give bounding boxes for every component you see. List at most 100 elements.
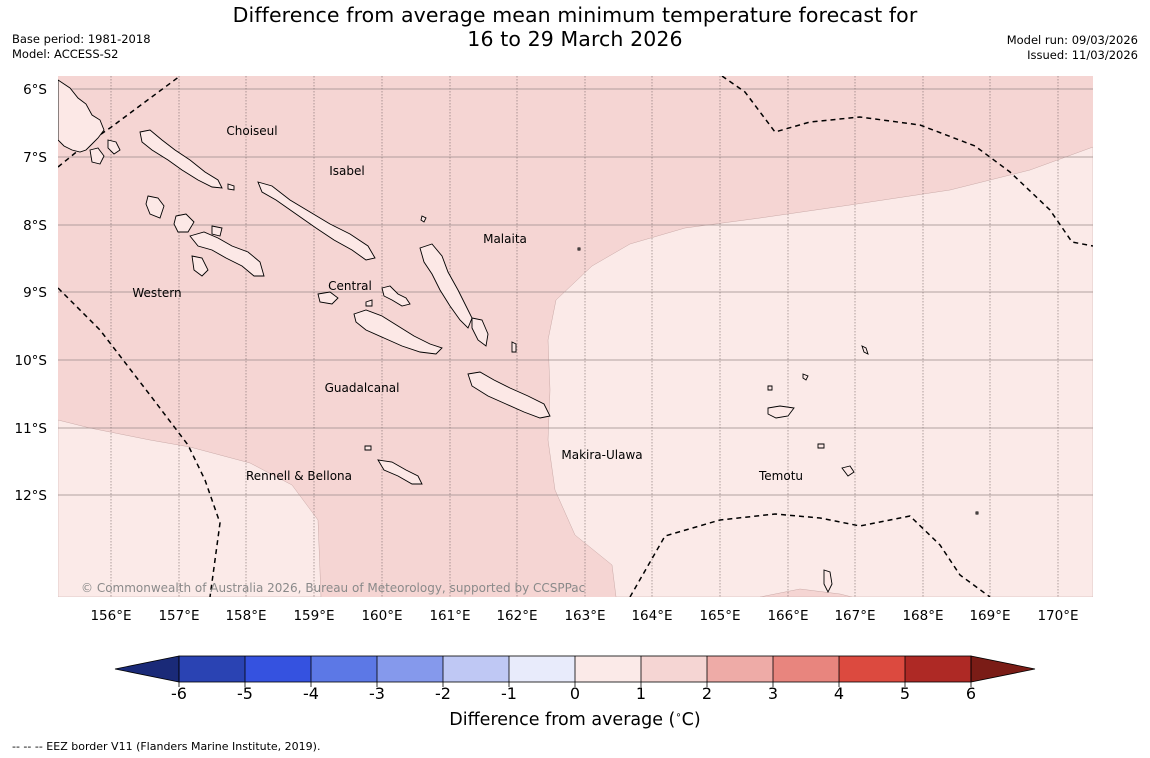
colorbar-tick-label: -3 — [369, 684, 385, 703]
duff-islands — [861, 345, 869, 355]
anomaly-region-0-1-southwest — [58, 419, 322, 597]
lat-label: 8°S — [23, 218, 47, 234]
lon-label: 159°E — [293, 608, 334, 624]
colorbar-tick-label: -5 — [237, 684, 253, 703]
colorbar-swatch — [443, 656, 509, 682]
east-islet — [577, 247, 581, 251]
colorbar-extend-max — [970, 655, 1036, 683]
lon-label: 168°E — [902, 608, 943, 624]
province-label-guadalcanal: Guadalcanal — [325, 381, 400, 395]
vanuatu-islet — [823, 569, 833, 594]
lat-label: 7°S — [23, 150, 47, 166]
anomaly-region-1-2-south — [759, 588, 853, 597]
lat-gridlines — [58, 88, 1093, 496]
colorbar-swatch — [575, 656, 641, 682]
temotu-islet-1 — [802, 373, 809, 381]
copyright-text: © Commonwealth of Australia 2026, Bureau… — [81, 581, 585, 595]
province-label-central: Central — [328, 279, 372, 293]
eez-footnote: -- -- -- EEZ border V11 (Flanders Marine… — [12, 740, 321, 753]
province-label-rennell-bellona: Rennell & Bellona — [246, 469, 352, 483]
colorbar-title-unit: C) — [681, 710, 701, 730]
colorbar-extend-min — [114, 655, 180, 683]
russell-islands — [317, 291, 339, 305]
colorbar-tick-label: 2 — [702, 684, 712, 703]
colorbar-ticks: -6 -5 -4 -3 -2 -1 0 1 2 3 4 5 6 — [171, 684, 976, 703]
model-run: Model run: 09/03/2026 — [1006, 33, 1138, 47]
savo-island — [365, 299, 373, 307]
colorbar-tick-label: -4 — [303, 684, 319, 703]
island-rendova — [191, 255, 209, 277]
island-islet — [227, 183, 235, 191]
map-title: Difference from average mean minimum tem… — [200, 3, 950, 51]
base-period: Base period: 1981-2018 — [12, 32, 151, 46]
tikopia-island — [817, 443, 825, 449]
lon-label: 158°E — [225, 608, 266, 624]
bellona-island — [364, 445, 372, 451]
colorbar-tick-label: 6 — [966, 684, 976, 703]
temotu-islet-2 — [767, 385, 773, 391]
lon-label: 167°E — [834, 608, 875, 624]
province-label-temotu: Temotu — [758, 469, 803, 483]
ulawa-island — [511, 341, 517, 353]
lon-label: 156°E — [90, 608, 131, 624]
lat-label: 6°S — [23, 82, 47, 98]
province-label-isabel: Isabel — [329, 164, 364, 178]
island-west — [58, 79, 105, 153]
lon-label: 164°E — [631, 608, 672, 624]
province-labels: Choiseul Isabel Malaita Western Central … — [132, 124, 803, 483]
lat-label: 12°S — [15, 488, 48, 504]
far-east-islet — [975, 511, 979, 515]
colorbar-swatch — [509, 656, 575, 682]
santa-cruz-ndeni — [767, 405, 795, 419]
anomaly-region-0-1-east — [547, 146, 1093, 597]
title-line-2: 16 to 29 March 2026 — [467, 27, 683, 51]
lon-label: 169°E — [969, 608, 1010, 624]
lon-label: 166°E — [767, 608, 808, 624]
small-malaita — [471, 317, 489, 347]
colorbar-tick-label: -6 — [171, 684, 187, 703]
island-kolombangara — [173, 213, 195, 233]
province-label-choiseul: Choiseul — [226, 124, 277, 138]
colorbar — [114, 655, 1036, 687]
issued-date: Issued: 11/03/2026 — [1027, 48, 1138, 62]
colorbar-tick-label: 5 — [900, 684, 910, 703]
colorbar-swatch — [839, 656, 905, 682]
colorbar-tick-label: 1 — [636, 684, 646, 703]
model-name: Model: ACCESS-S2 — [12, 47, 119, 61]
colorbar-tick-label: 0 — [570, 684, 580, 703]
rennell-island — [377, 459, 423, 485]
province-label-makira-ulawa: Makira-Ulawa — [561, 448, 642, 462]
island-new-georgia — [189, 231, 265, 277]
colorbar-title-text: Difference from average ( — [449, 710, 676, 730]
province-label-malaita: Malaita — [483, 232, 527, 246]
florida-islands — [381, 285, 411, 307]
colorbar-swatch — [773, 656, 839, 682]
island-west-small-2 — [107, 139, 121, 155]
island-vella — [145, 195, 165, 219]
islet-n-malaita — [420, 215, 427, 223]
lon-label: 157°E — [158, 608, 199, 624]
malaita-island — [419, 243, 473, 329]
choiseul-island — [139, 129, 223, 189]
island-west-small — [89, 147, 105, 165]
isabel-island — [257, 181, 376, 261]
colorbar-title: Difference from average (∘C) — [449, 710, 701, 730]
lon-label: 161°E — [429, 608, 470, 624]
lon-label: 170°E — [1037, 608, 1078, 624]
lat-label: 10°S — [15, 353, 48, 369]
lon-label: 165°E — [699, 608, 740, 624]
colorbar-tick-label: -2 — [435, 684, 451, 703]
colorbar-swatch — [245, 656, 311, 682]
lat-labels: 6°S 7°S 8°S 9°S 10°S 11°S 12°S — [15, 82, 48, 504]
lat-label: 9°S — [23, 285, 47, 301]
lon-label: 163°E — [564, 608, 605, 624]
map-area: Choiseul Isabel Malaita Western Central … — [58, 76, 1093, 597]
lon-labels: 156°E 157°E 158°E 159°E 160°E 161°E 162°… — [90, 608, 1078, 624]
anuta-island — [841, 465, 855, 477]
title-line-1: Difference from average mean minimum tem… — [232, 3, 918, 27]
colorbar-tick-label: 4 — [834, 684, 844, 703]
colorbar-tick-label: 3 — [768, 684, 778, 703]
colorbar-swatch — [905, 656, 971, 682]
island-small-ng — [211, 225, 223, 237]
